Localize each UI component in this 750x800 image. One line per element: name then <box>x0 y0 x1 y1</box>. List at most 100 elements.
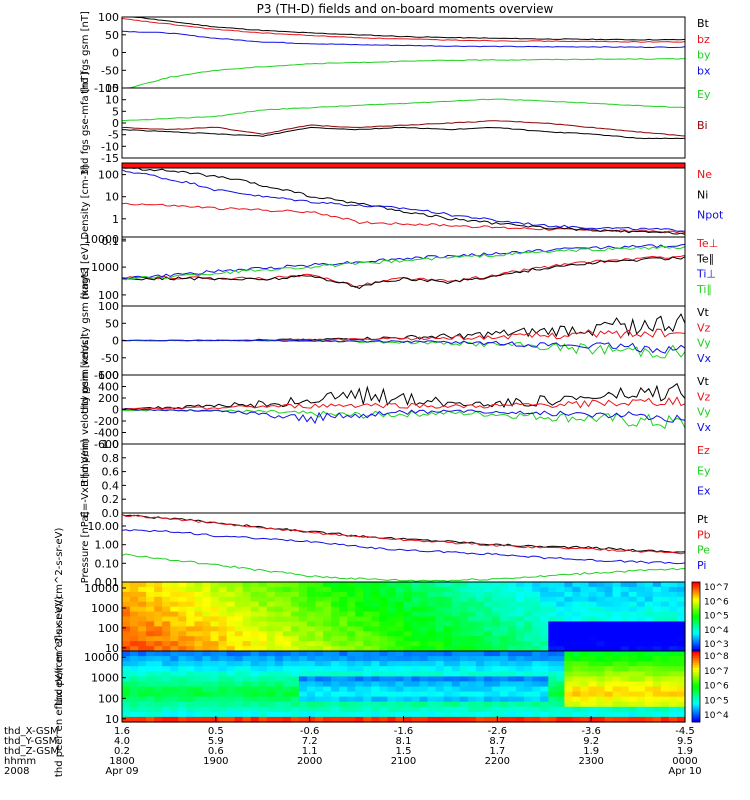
heatmap-cell <box>298 601 308 608</box>
heatmap-cell <box>596 666 606 672</box>
heatmap-cell <box>298 611 308 618</box>
heatmap-cell <box>339 696 348 703</box>
heatmap-cell <box>290 691 300 698</box>
heatmap-cell <box>323 651 332 657</box>
heatmap-cell <box>604 641 614 647</box>
heatmap-cell <box>331 586 340 593</box>
heatmap-cell <box>323 601 332 608</box>
series-line-Ni <box>121 167 686 235</box>
heatmap-cell <box>427 676 437 683</box>
heatmap-cell <box>411 651 421 657</box>
heatmap-cell <box>210 601 220 608</box>
heatmap-cell <box>266 706 276 713</box>
heatmap-cell <box>668 616 678 622</box>
heatmap-cell <box>170 666 179 672</box>
heatmap-cell <box>564 716 573 723</box>
heatmap-cell <box>266 641 276 647</box>
heatmap-cell <box>210 641 220 647</box>
heatmap-cell <box>339 676 348 683</box>
heatmap-cell <box>186 611 195 618</box>
heatmap-cell <box>242 621 252 627</box>
heatmap-cell <box>218 716 228 723</box>
heatmap-cell <box>355 661 364 667</box>
heatmap-cell <box>250 691 260 698</box>
heatmap-cell <box>331 611 340 618</box>
x-axis-value: -0.6 <box>300 726 320 737</box>
heatmap-cell <box>290 626 300 632</box>
heatmap-cell <box>395 586 405 593</box>
heatmap-cell <box>202 661 211 667</box>
heatmap-cell <box>652 621 662 627</box>
colorbar-cell <box>692 644 700 647</box>
heatmap-cell <box>210 582 220 588</box>
heatmap-cell <box>500 606 509 613</box>
heatmap-cell <box>508 676 517 683</box>
heatmap-cell <box>483 582 493 588</box>
heatmap-cell <box>660 651 670 657</box>
heatmap-cell <box>500 611 509 618</box>
heatmap-cell <box>604 586 614 593</box>
heatmap-cell <box>130 582 139 588</box>
heatmap-cell <box>516 596 525 603</box>
heatmap-cell <box>242 666 252 672</box>
heatmap-cell <box>540 611 549 618</box>
heatmap-cell <box>258 631 268 637</box>
heatmap-cell <box>588 656 598 662</box>
heatmap-cell <box>371 582 380 588</box>
heatmap-cell <box>628 626 638 632</box>
heatmap-cell <box>524 601 533 608</box>
heatmap-cell <box>194 676 203 683</box>
heatmap-cell <box>130 696 139 703</box>
heatmap-cell <box>339 641 348 647</box>
heatmap-cell <box>435 656 445 662</box>
heatmap-cell <box>467 686 477 693</box>
heatmap-cell <box>234 681 244 688</box>
heatmap-cell <box>371 716 380 723</box>
colorbar-cell <box>692 655 700 659</box>
heatmap-cell <box>677 631 686 637</box>
heatmap-cell <box>282 676 292 683</box>
heatmap-cell <box>483 716 493 723</box>
heatmap-cell <box>250 646 260 652</box>
heatmap-cell <box>652 711 662 718</box>
heatmap-cell <box>307 716 316 723</box>
heatmap-cell <box>387 606 396 613</box>
x-axis-value: 7.2 <box>302 736 318 747</box>
heatmap-cell <box>210 596 220 603</box>
heatmap-cell <box>347 681 356 688</box>
heatmap-cell <box>612 636 622 642</box>
x-axis-value: 1.6 <box>114 726 130 737</box>
heatmap-cell <box>307 651 316 657</box>
x-axis-value: 0.5 <box>208 726 224 737</box>
y-tick-label: 100 <box>98 300 119 313</box>
heatmap-cell <box>411 601 421 608</box>
heatmap-cell <box>427 601 437 608</box>
heatmap-cell <box>355 636 364 642</box>
heatmap-cell <box>427 716 437 723</box>
heatmap-cell <box>508 606 517 613</box>
heatmap-cell <box>122 641 131 647</box>
heatmap-cell <box>307 636 316 642</box>
heatmap-cell <box>556 586 565 593</box>
heatmap-cell <box>331 636 340 642</box>
heatmap-cell <box>258 671 268 677</box>
heatmap-cell <box>331 706 340 713</box>
heatmap-cell <box>492 676 501 683</box>
heatmap-cell <box>186 626 195 632</box>
series-line-Ti <box>121 243 686 280</box>
heatmap-cell <box>492 626 501 632</box>
heatmap-cell <box>130 681 139 688</box>
heatmap-cell <box>644 641 654 647</box>
heatmap-cell <box>194 606 203 613</box>
heatmap-cell <box>210 651 220 657</box>
heatmap-cell <box>266 716 276 723</box>
heatmap-cell <box>307 656 316 662</box>
heatmap-cell <box>154 601 163 608</box>
y-tick-label: -200 <box>94 415 119 428</box>
heatmap-cell <box>138 606 147 613</box>
heatmap-cell <box>508 666 517 672</box>
heatmap-cell <box>540 586 549 593</box>
heatmap-cell <box>467 706 477 713</box>
heatmap-cell <box>572 656 581 662</box>
heatmap-cell <box>636 676 646 683</box>
